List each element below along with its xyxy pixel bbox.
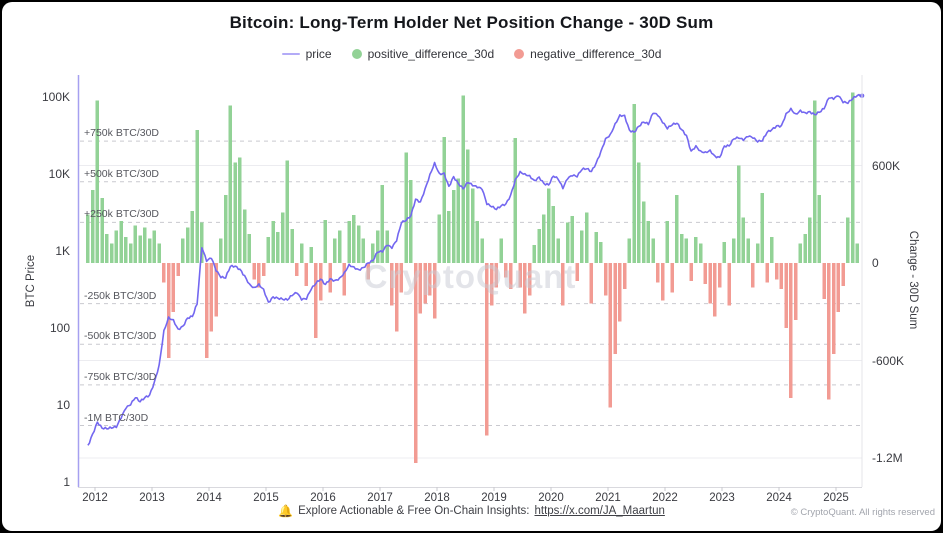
right-axis-tick: -1.2M (872, 451, 903, 465)
footer-text: Explore Actionable & Free On-Chain Insig… (298, 505, 530, 517)
negative-dot-icon (514, 49, 525, 59)
x-axis-year-label: 2021 (595, 492, 621, 504)
left-axis-tick: 1K (55, 244, 70, 258)
x-axis-year-label: 2014 (196, 492, 222, 504)
left-axis-tick: 100K (41, 90, 70, 104)
legend-item-price[interactable]: price (281, 47, 332, 61)
right-axis-tick: 600K (872, 158, 901, 173)
price-line (87, 93, 863, 446)
negative-bars (162, 263, 845, 463)
right-axis-tick: 0 (872, 256, 879, 270)
right-axis-title: Change - 30D Sum (907, 230, 919, 330)
left-axis-tick: 1 (63, 475, 70, 489)
x-axis-year-label: 2013 (139, 492, 165, 504)
x-axis-year-label: 2023 (709, 492, 735, 504)
left-axis-title: BTC Price (25, 254, 37, 308)
x-axis-year-label: 2015 (253, 492, 279, 504)
x-axis-year-label: 2012 (82, 492, 108, 504)
copyright-notice: © CryptoQuant. All rights reserved (790, 507, 935, 518)
legend-label-positive: positive_difference_30d (367, 47, 495, 61)
left-axis-tick: 100 (49, 321, 70, 335)
legend-label-price: price (305, 47, 332, 61)
chart-title: Bitcoin: Long-Term Holder Net Position C… (229, 13, 714, 32)
guide-label: +750k BTC/30D (84, 127, 159, 140)
legend-item-negative[interactable]: negative_difference_30d (514, 47, 661, 61)
x-axis-year-label: 2025 (823, 492, 849, 504)
legend-label-negative: negative_difference_30d (530, 47, 662, 61)
x-axis-year-label: 2020 (538, 492, 564, 504)
left-axis-tick: 10K (48, 167, 70, 181)
footer: 🔔 Explore Actionable & Free On-Chain Ins… (0, 504, 943, 518)
x-axis-year-label: 2022 (652, 492, 678, 504)
right-axis-tick: -600K (872, 353, 905, 368)
x-axis-year-label: 2017 (367, 492, 393, 504)
guide-label: -250k BTC/30D (84, 289, 157, 302)
guide-label: -750k BTC/30D (84, 370, 157, 383)
x-axis-year-label: 2019 (481, 492, 507, 504)
guide-label: +250k BTC/30D (84, 208, 159, 221)
legend: price positive_difference_30d negative_d… (0, 47, 943, 61)
guide-label: +500k BTC/30D (84, 167, 159, 180)
footer-link[interactable]: https://x.com/JA_Maartun (534, 505, 665, 517)
guide-label: -1M BTC/30D (84, 411, 149, 424)
positive-bars (86, 92, 860, 264)
legend-item-positive[interactable]: positive_difference_30d (351, 47, 495, 61)
x-axis-year-label: 2018 (424, 492, 450, 504)
bell-icon: 🔔 (278, 504, 294, 518)
positive-dot-icon (351, 49, 362, 59)
left-axis-tick: 10 (56, 398, 70, 412)
guide-label: -500k BTC/30D (84, 330, 157, 343)
x-axis-year-label: 2024 (766, 492, 792, 504)
x-axis-year-label: 2016 (310, 492, 336, 504)
price-line-swatch-icon (281, 53, 300, 55)
